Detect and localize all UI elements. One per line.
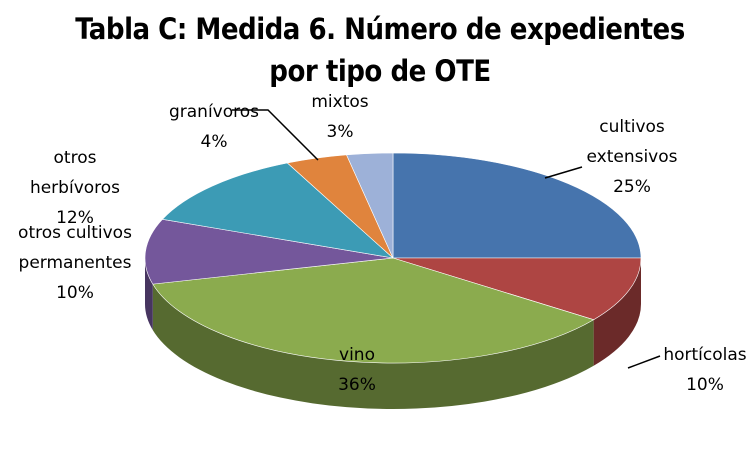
label-name: cultivos extensivos	[586, 117, 678, 167]
data-label: hortícolas 10%	[650, 340, 755, 400]
label-name: granívoros	[168, 102, 260, 122]
slice	[346, 152, 394, 259]
data-label: otros cultivos permanentes 10%	[0, 218, 150, 308]
label-percent: 10%	[686, 375, 724, 395]
slice	[152, 257, 595, 364]
slice-side	[152, 284, 594, 409]
leader-line	[627, 355, 661, 369]
leader-line	[544, 166, 583, 179]
data-label: otros herbívoros 12%	[20, 143, 130, 233]
chart-title: Tabla C: Medida 6. Número de expedientes…	[75, 12, 685, 88]
slice-side	[145, 258, 153, 331]
label-name: hortícolas	[663, 345, 747, 365]
data-label: cultivos extensivos 25%	[572, 112, 692, 202]
data-label: vino 36%	[317, 340, 397, 400]
data-label: granívoros 4%	[159, 97, 269, 157]
label-percent: 4%	[200, 132, 228, 152]
label-percent: 25%	[613, 177, 651, 197]
slice	[392, 152, 642, 259]
label-percent: 3%	[326, 122, 354, 142]
label-name: vino	[339, 345, 375, 365]
slice	[144, 219, 394, 285]
leader-line	[232, 109, 319, 161]
data-label: mixtos 3%	[300, 87, 380, 147]
label-percent: 12%	[56, 208, 94, 228]
label-name: mixtos	[311, 92, 369, 112]
label-percent: 10%	[56, 283, 94, 303]
slice	[161, 162, 394, 259]
label-percent: 36%	[338, 375, 376, 395]
label-name: otros cultivos permanentes	[18, 223, 132, 273]
label-name: otros herbívoros	[29, 148, 121, 198]
slice-side	[593, 258, 641, 366]
slice	[392, 257, 642, 321]
